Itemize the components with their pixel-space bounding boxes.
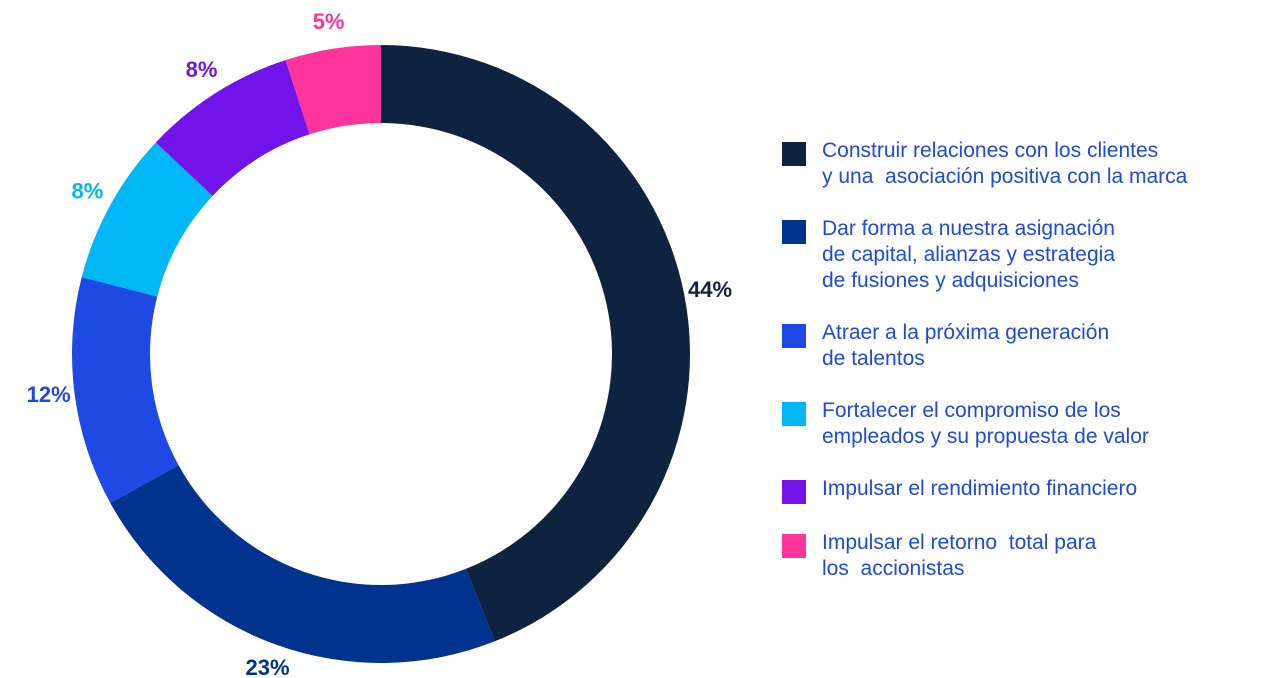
legend-label: Construir relaciones con los clientes y … (822, 139, 1188, 188)
donut-segment (110, 465, 495, 664)
legend-swatch (782, 142, 806, 166)
legend-swatch (782, 402, 806, 426)
legend-swatch (782, 324, 806, 348)
legend-item: Construir relaciones con los clientes y … (782, 138, 1187, 190)
data-label: 8% (186, 57, 218, 82)
donut-segment (72, 277, 179, 503)
legend-swatch (782, 534, 806, 558)
legend-label: Impulsar el retorno total para los accio… (822, 531, 1097, 580)
data-label: 23% (245, 655, 289, 678)
legend-item: Impulsar el retorno total para los accio… (782, 530, 1187, 582)
legend-swatch (782, 220, 806, 244)
data-label: 5% (313, 9, 345, 34)
data-label: 44% (688, 277, 732, 302)
legend-item: Atraer a la próxima generación de talent… (782, 320, 1187, 372)
legend-label: Atraer a la próxima generación de talent… (822, 321, 1110, 370)
legend-label: Impulsar el rendimiento financiero (822, 477, 1138, 500)
legend-label: Fortalecer el compromiso de los empleado… (822, 399, 1149, 448)
donut-segment (155, 60, 310, 196)
donut-segment (381, 44, 691, 642)
legend-item: Fortalecer el compromiso de los empleado… (782, 398, 1187, 450)
donut-segment (285, 45, 381, 135)
legend-item: Dar forma a nuestra asignación de capita… (782, 216, 1187, 294)
donut-segment (81, 142, 213, 297)
legend-label: Dar forma a nuestra asignación de capita… (822, 217, 1116, 292)
legend-item: Impulsar el rendimiento financiero (782, 476, 1187, 504)
data-label: 8% (72, 178, 104, 203)
data-label: 12% (27, 382, 71, 407)
legend-swatch (782, 480, 806, 504)
legend: Construir relaciones con los clientes y … (782, 138, 1187, 582)
chart: 44% 23% 12% 8% 8% 5% (27, 9, 732, 678)
